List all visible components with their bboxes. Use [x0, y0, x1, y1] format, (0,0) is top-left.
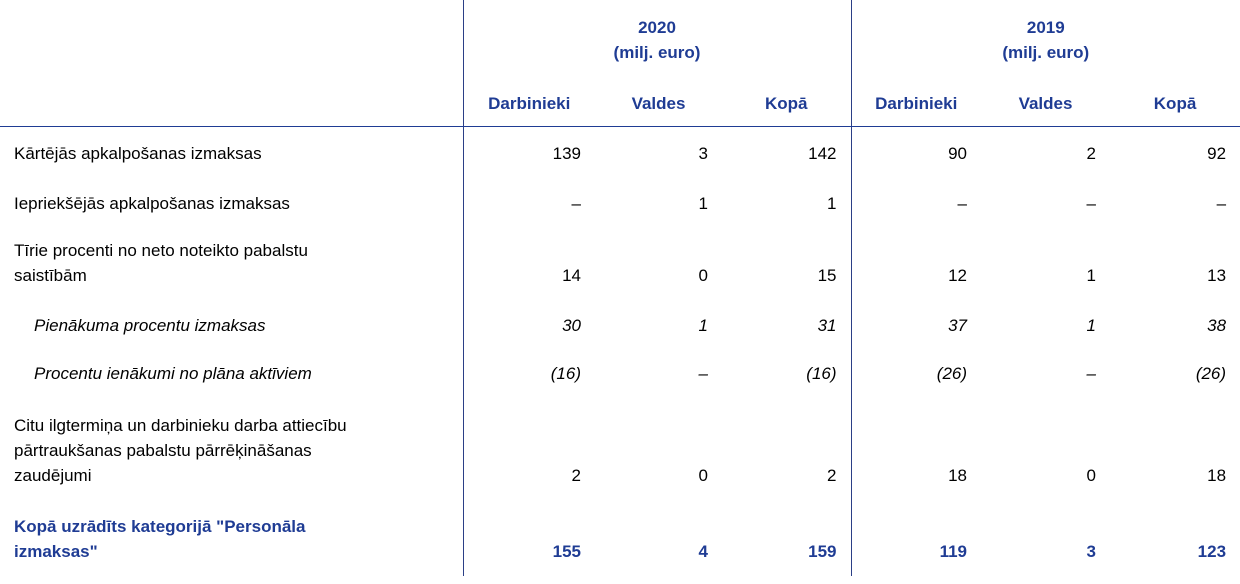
cell: (16): [462, 349, 595, 398]
cell: –: [1216, 193, 1227, 213]
column-header: Kopā: [1110, 80, 1240, 127]
table-row: Citu ilgtermiņa un darbinieku darba atti…: [0, 397, 1240, 500]
cell: 139: [462, 126, 595, 178]
cell: 0: [698, 265, 708, 285]
row-label: Pienākuma procentu izmaksas: [0, 300, 463, 350]
cell: 0: [698, 465, 708, 485]
column-header: Valdes: [595, 80, 722, 127]
label-line: izmaksas": [14, 541, 98, 561]
column-header: Valdes: [981, 80, 1111, 127]
cell: –: [1086, 193, 1097, 213]
cell: –: [462, 177, 595, 228]
group-row: 2020 (milj. euro) 2019 (milj. euro): [0, 0, 1240, 80]
table-header: 2020 (milj. euro) 2019 (milj. euro) Darbini…: [0, 0, 1240, 127]
row-label: Kārtējās apkalpošanas izmaksas: [0, 127, 463, 178]
cell: 1: [1086, 265, 1097, 285]
cell: 14: [462, 227, 595, 300]
cell: –: [698, 363, 708, 383]
column-header: Darbinieki: [850, 80, 982, 127]
row-label: Procentu ienākumi no plāna aktīviem: [0, 350, 463, 398]
cell: 123: [1197, 541, 1227, 561]
label-line: Tīrie procenti no neto noteikto pabalstu: [14, 240, 308, 260]
label-line: saistībām: [14, 265, 87, 285]
label-line: Iepriekšējās apkalpošanas izmaksas: [14, 193, 290, 213]
cell: 18: [1207, 465, 1227, 485]
table-row: Kārtējās apkalpošanas izmaksas 139 3 142 90 2…: [0, 126, 1240, 178]
column-label: Darbinieki: [875, 93, 958, 113]
table-body: Kārtējās apkalpošanas izmaksas 139 3 142 90 2…: [0, 126, 1240, 576]
column-label: Valdes: [1018, 93, 1073, 113]
cell: 3: [1086, 541, 1097, 561]
cell: 2: [1086, 143, 1097, 163]
table-row: Procentu ienākumi no plāna aktīviem (16) –…: [0, 349, 1240, 398]
cell: 3: [698, 143, 708, 163]
cell: 2: [827, 465, 837, 485]
cell: 13: [1207, 265, 1227, 285]
column-label: Darbinieki: [488, 93, 571, 113]
table-row: Tīrie procenti no neto noteikto pabalstu…: [0, 227, 1240, 300]
column-label: Valdes: [631, 93, 686, 113]
cell: 90: [850, 126, 982, 178]
row-label: Tīrie procenti no neto noteikto pabalstu…: [0, 228, 463, 300]
label-line: Kārtējās apkalpošanas izmaksas: [14, 143, 262, 163]
cell: 159: [808, 541, 837, 561]
label-line: Procentu ienākumi no plāna aktīviem: [34, 363, 312, 383]
cell: –: [1086, 363, 1097, 383]
label-line: Kopā uzrādīts kategorijā "Personāla: [14, 516, 306, 536]
cell: 15: [817, 265, 837, 285]
cell: (26): [850, 349, 982, 398]
cell: 92: [1207, 143, 1227, 163]
year: 2020: [638, 18, 676, 37]
cell: 12: [850, 227, 982, 300]
column-header: Kopā: [722, 80, 852, 127]
cell: 2: [462, 397, 595, 500]
cell: 38: [1207, 315, 1227, 335]
cell: (26): [1195, 363, 1227, 383]
cell: 37: [850, 299, 982, 350]
row-label: Iepriekšējās apkalpošanas izmaksas: [0, 178, 463, 228]
cell: 1: [698, 315, 708, 335]
label-line: Pienākuma procentu izmaksas: [34, 315, 266, 335]
group-header: 2020 (milj. euro): [462, 0, 852, 80]
column-label: Kopā: [765, 93, 808, 113]
label-line: pārtraukšanas pabalstu pārrēķināšanas: [14, 440, 312, 460]
table-row: Pienākuma procentu izmaksas 30 1 31 37 1 38: [0, 299, 1240, 350]
unit: (milj. euro): [1002, 43, 1090, 62]
column-row: Darbinieki Valdes Kopā Darbinieki Valdes Kopā: [0, 80, 1240, 127]
corner: [0, 0, 463, 80]
row-label: Kopā uzrādīts kategorijā "Personāla izmak…: [0, 500, 463, 576]
unit: (milj. euro): [613, 43, 701, 62]
cell: 0: [1086, 465, 1097, 485]
column-label: Kopā: [1153, 93, 1197, 113]
group-header: 2019 (milj. euro): [850, 0, 1240, 80]
cell: 18: [850, 397, 982, 500]
corner: [0, 80, 463, 127]
cell: 4: [698, 541, 708, 561]
cell: 30: [462, 299, 595, 350]
cell: 155: [462, 499, 595, 576]
table-row: Kopā uzrādīts kategorijā "Personāla izmak…: [0, 499, 1240, 576]
cell: 1: [698, 193, 708, 213]
cell: (16): [806, 363, 837, 383]
label-line: zaudējumi: [14, 465, 92, 485]
cell: 31: [817, 315, 837, 335]
row-label: Citu ilgtermiņa un darbinieku darba atti…: [0, 398, 463, 500]
cell: 119: [850, 499, 982, 576]
table-row: Iepriekšējās apkalpošanas izmaksas –1 1– – –: [0, 177, 1240, 228]
cell: 142: [808, 143, 837, 163]
label-line: Citu ilgtermiņa un darbinieku darba atti…: [14, 415, 347, 435]
cell: 1: [827, 193, 837, 213]
year: 2019: [1026, 18, 1065, 37]
column-header: Darbinieki: [462, 80, 595, 127]
cell: 1: [1086, 315, 1097, 335]
cell: –: [850, 177, 982, 228]
